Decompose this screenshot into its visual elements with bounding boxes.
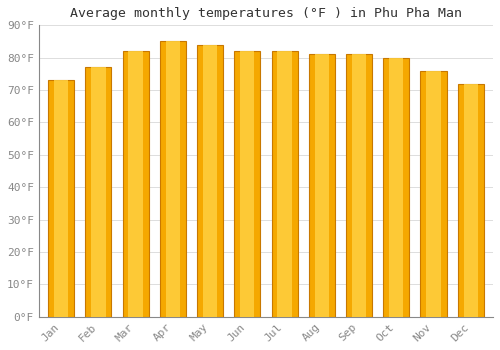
Bar bbox=[420, 71, 446, 317]
Bar bbox=[346, 55, 372, 317]
Bar bbox=[240, 51, 254, 317]
Bar bbox=[128, 51, 143, 317]
Bar bbox=[54, 80, 68, 317]
Bar bbox=[234, 51, 260, 317]
Bar bbox=[308, 55, 335, 317]
Bar bbox=[272, 51, 297, 317]
Title: Average monthly temperatures (°F ) in Phu Pha Man: Average monthly temperatures (°F ) in Ph… bbox=[70, 7, 462, 20]
Bar bbox=[426, 71, 440, 317]
Bar bbox=[314, 55, 329, 317]
Bar bbox=[86, 68, 112, 317]
Bar bbox=[160, 41, 186, 317]
Bar bbox=[458, 84, 483, 317]
Bar bbox=[203, 45, 217, 317]
Bar bbox=[278, 51, 291, 317]
Bar bbox=[352, 55, 366, 317]
Bar bbox=[91, 68, 106, 317]
Bar bbox=[166, 41, 180, 317]
Bar bbox=[122, 51, 148, 317]
Bar bbox=[464, 84, 478, 317]
Bar bbox=[48, 80, 74, 317]
Bar bbox=[389, 58, 404, 317]
Bar bbox=[197, 45, 223, 317]
Bar bbox=[383, 58, 409, 317]
